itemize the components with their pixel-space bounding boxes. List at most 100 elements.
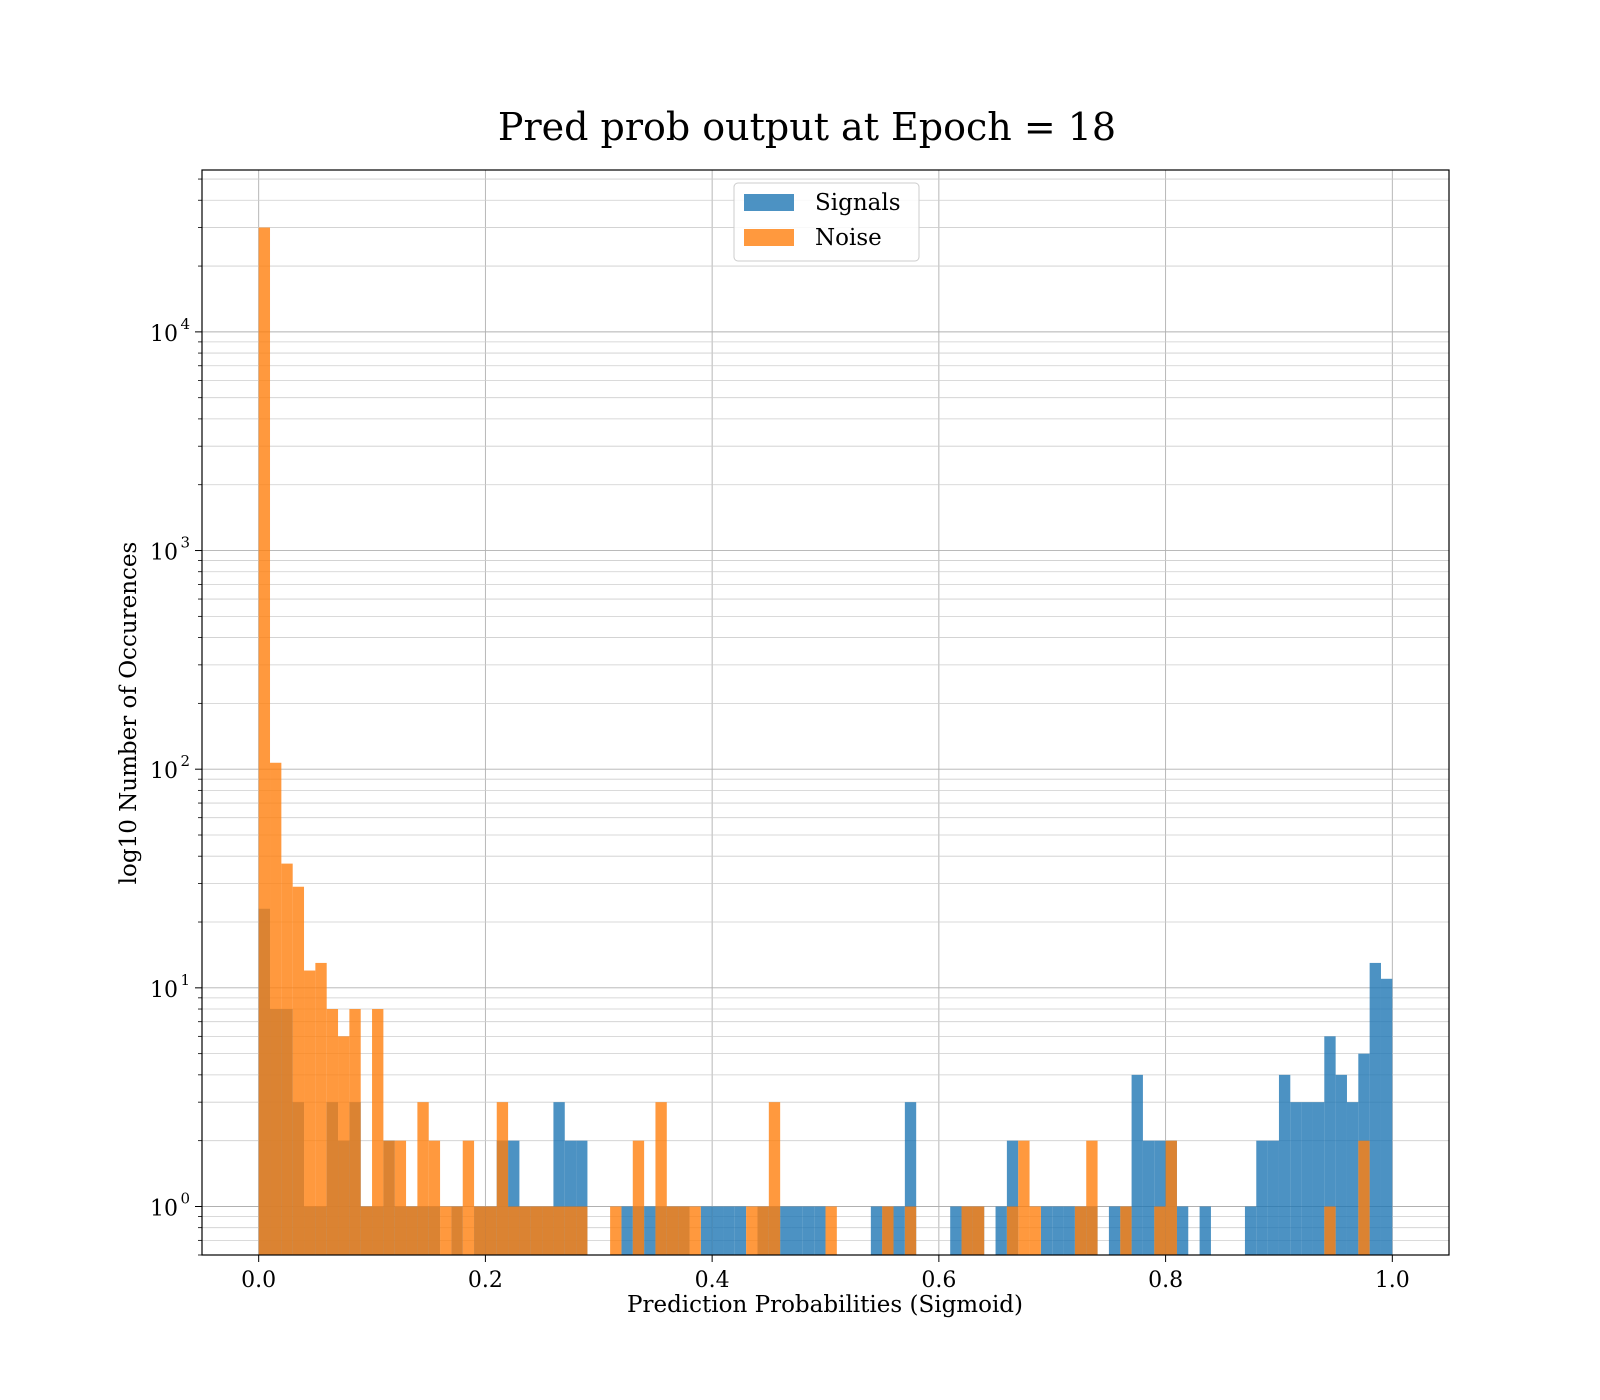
histogram-bar	[576, 1206, 588, 1255]
histogram-bar	[1369, 962, 1381, 1255]
histogram-bar	[1006, 1206, 1019, 1255]
histogram-bar	[1074, 1206, 1087, 1255]
histogram-bar	[870, 1206, 883, 1255]
histogram-bar	[1267, 1140, 1279, 1255]
histogram-bar	[1346, 1102, 1359, 1255]
histogram-bar	[1165, 1140, 1177, 1255]
histogram-bar	[338, 1036, 350, 1255]
x-tick-label: 0.8	[1148, 1268, 1183, 1293]
y-tick-label-exponent: 0	[180, 1189, 190, 1207]
histogram-bar	[1199, 1206, 1211, 1255]
histogram-bar	[1380, 978, 1393, 1255]
y-tick-label-exponent: 4	[180, 315, 190, 333]
histogram-bar	[360, 1206, 373, 1255]
y-tick-label: 10	[150, 978, 178, 1003]
histogram-bar	[734, 1206, 747, 1255]
x-tick-label: 1.0	[1375, 1268, 1410, 1293]
x-axis-label: Prediction Probabilities (Sigmoid)	[627, 1292, 1023, 1318]
histogram-bar	[1290, 1102, 1302, 1255]
histogram-bar	[417, 1102, 429, 1255]
histogram-bar	[1256, 1140, 1268, 1255]
histogram-bar	[326, 1009, 339, 1255]
histogram-bar	[961, 1206, 973, 1255]
chart-title: Pred prob output at Epoch = 18	[498, 105, 1116, 149]
histogram-bar	[1278, 1074, 1291, 1255]
histogram-bar	[383, 1140, 395, 1255]
histogram-bar	[553, 1102, 565, 1255]
y-tick-label-exponent: 2	[180, 752, 190, 770]
histogram-bar	[757, 1206, 769, 1255]
histogram-bar	[1006, 1140, 1019, 1255]
histogram-bar	[1063, 1206, 1075, 1255]
histogram-bar	[712, 1206, 724, 1255]
histogram-bar	[508, 1206, 520, 1255]
histogram-bar	[1018, 1140, 1030, 1255]
histogram-bar	[315, 962, 327, 1255]
histogram-bar	[678, 1206, 690, 1255]
histogram-bar	[1324, 1036, 1336, 1255]
y-axis-label: log10 Number of Occurences	[116, 542, 142, 885]
histogram-bar	[1335, 1074, 1347, 1255]
histogram-bar	[768, 1102, 781, 1255]
legend: Signals Noise	[733, 182, 920, 262]
histogram-bar	[746, 1206, 758, 1255]
histogram-bar	[1154, 1140, 1166, 1255]
histogram-bar	[723, 1206, 735, 1255]
x-tick-label: 0.0	[241, 1268, 276, 1293]
histogram-bar	[700, 1206, 713, 1255]
histogram-bar	[440, 1206, 452, 1255]
histogram-bar	[564, 1140, 577, 1255]
histogram-bar	[644, 1206, 656, 1255]
histogram-bar	[1142, 1140, 1155, 1255]
histogram-bar	[780, 1206, 792, 1255]
histogram-bar	[1244, 1206, 1257, 1255]
histogram-bar	[474, 1206, 486, 1255]
y-tick-label-exponent: 1	[180, 971, 190, 989]
y-tick-label-exponent: 3	[180, 534, 190, 552]
x-tick-label: 0.2	[468, 1268, 503, 1293]
histogram-bar	[893, 1206, 905, 1255]
histogram-bar	[632, 1140, 645, 1255]
histogram-bar	[825, 1206, 837, 1255]
histogram-bar	[882, 1206, 894, 1255]
histogram-bar	[281, 863, 293, 1255]
histogram-bar	[508, 1140, 520, 1255]
histogram-bars	[258, 227, 1393, 1256]
legend-swatch-noise	[744, 229, 794, 246]
histogram-bar	[394, 1140, 407, 1255]
histogram-bar	[576, 1140, 588, 1255]
histogram-bar	[610, 1206, 622, 1255]
histogram-bar	[485, 1206, 497, 1255]
histogram-bar	[349, 1009, 361, 1255]
legend-swatch-signals	[744, 194, 794, 211]
histogram-bar	[451, 1206, 463, 1255]
x-tick-label: 0.4	[695, 1268, 730, 1293]
histogram-bar	[1029, 1206, 1041, 1255]
histogram-bar	[553, 1206, 565, 1255]
histogram-bar	[292, 886, 305, 1255]
histogram-bar	[995, 1206, 1007, 1255]
histogram-bar	[950, 1206, 962, 1255]
histogram-bar	[802, 1206, 815, 1255]
histogram-bar	[519, 1206, 531, 1255]
histogram-bar	[791, 1206, 803, 1255]
histogram-bar	[1108, 1206, 1121, 1255]
histogram-bar	[1176, 1206, 1189, 1255]
histogram-bar	[904, 1206, 917, 1255]
histogram-bar	[1312, 1102, 1325, 1255]
histogram-bar	[496, 1102, 509, 1255]
histogram-bar	[1301, 1102, 1313, 1255]
grid-lines	[202, 170, 1449, 1256]
x-axis-ticks: 0.0 0.2 0.4 0.6 0.8 1.0	[241, 1255, 1410, 1293]
histogram-bar	[258, 227, 271, 1256]
legend-label-noise: Noise	[815, 225, 882, 251]
histogram-bar	[972, 1206, 985, 1255]
histogram-bar	[428, 1140, 441, 1255]
histogram-bar	[1358, 1140, 1370, 1255]
histogram-bar	[655, 1102, 667, 1255]
histogram-bar	[1324, 1206, 1336, 1255]
legend-label-signals: Signals	[815, 190, 901, 216]
